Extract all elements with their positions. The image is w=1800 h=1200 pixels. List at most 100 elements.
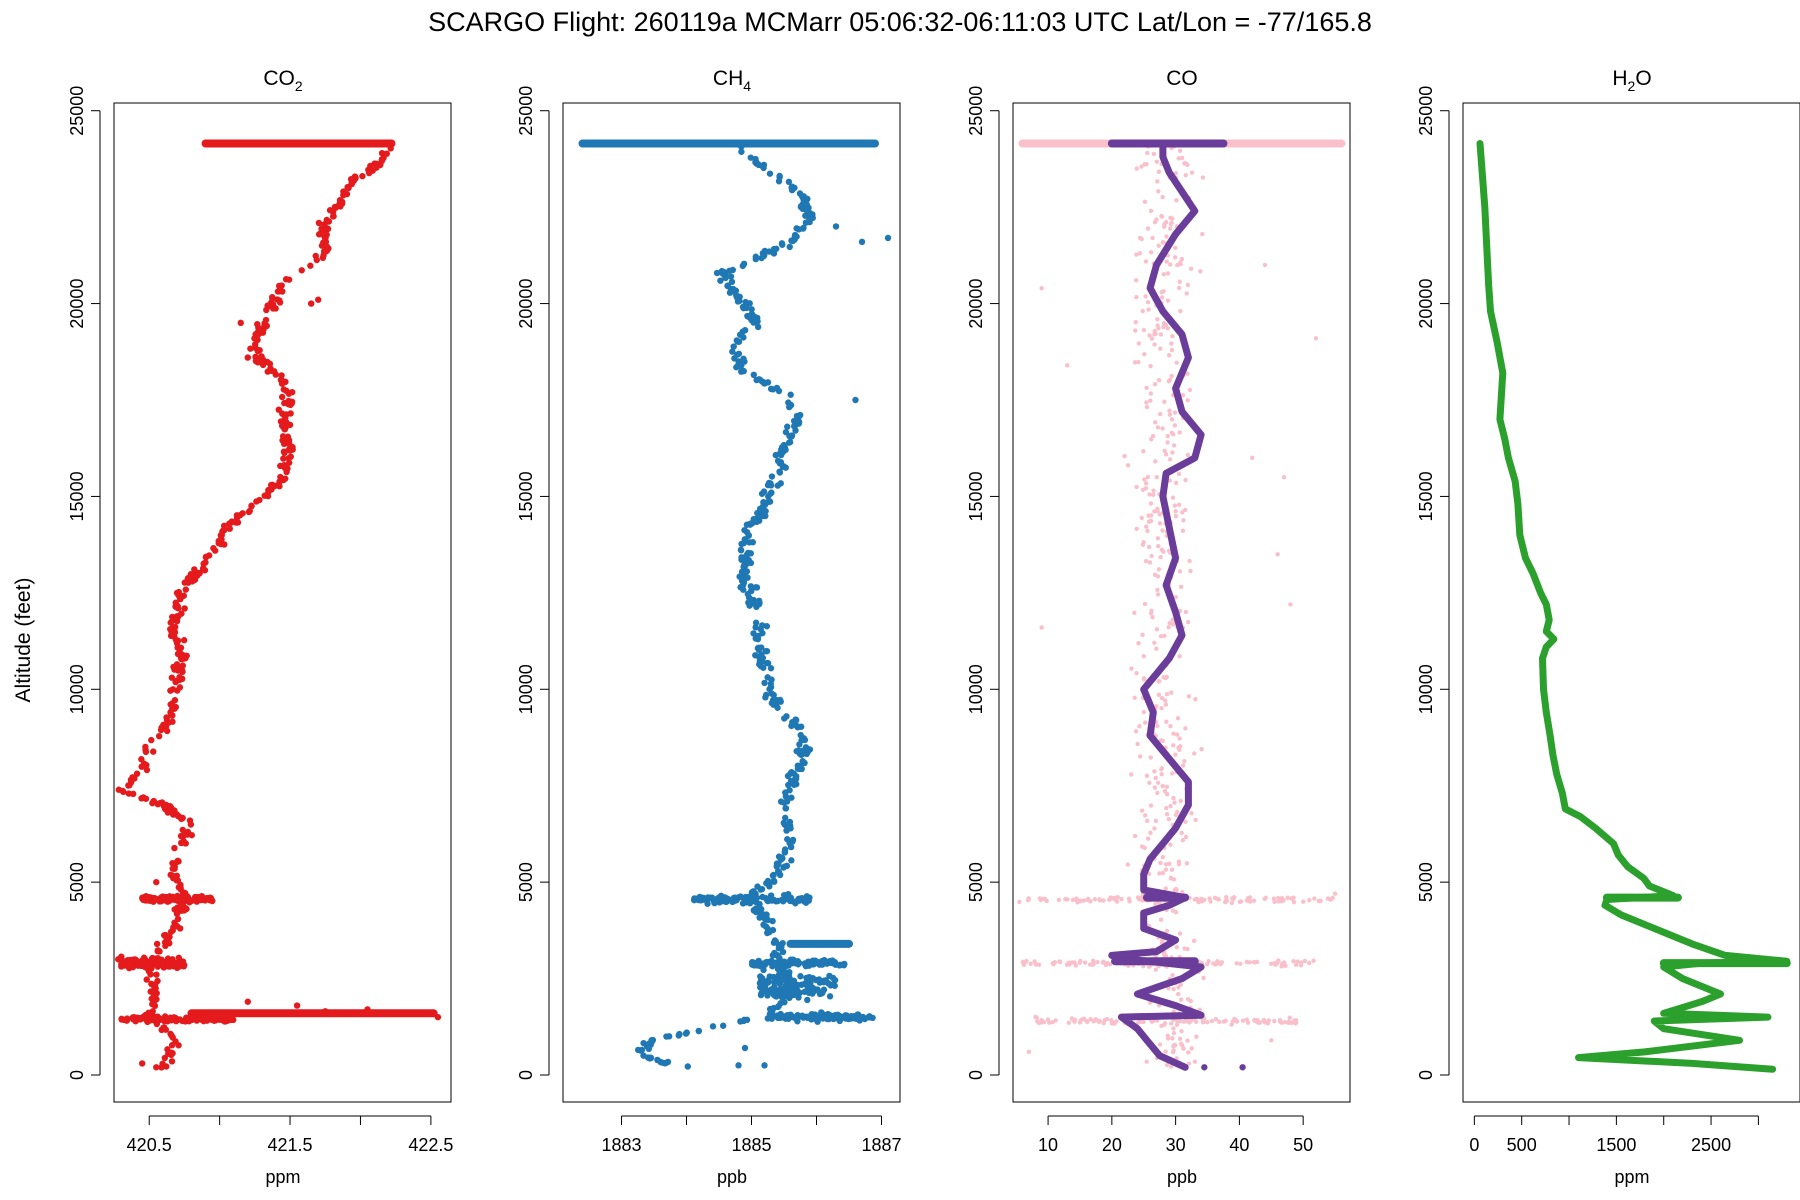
data-point xyxy=(800,224,807,232)
data-point xyxy=(1174,732,1180,737)
data-point xyxy=(254,359,262,366)
data-point xyxy=(735,350,743,357)
data-point xyxy=(1185,619,1191,625)
data-point xyxy=(1150,235,1155,241)
cluster-point xyxy=(1137,896,1142,902)
cluster-point xyxy=(1169,1021,1174,1026)
data-point xyxy=(282,411,289,418)
data-point xyxy=(788,794,795,801)
cluster-point xyxy=(769,961,777,968)
data-point xyxy=(1163,675,1168,681)
cluster-point xyxy=(1036,1020,1041,1026)
data-point xyxy=(1133,278,1139,283)
cluster-point xyxy=(184,1015,192,1023)
x-tick-label: 420.5 xyxy=(127,1135,172,1155)
data-point xyxy=(138,756,145,763)
outlier-point xyxy=(1026,1049,1032,1055)
data-point xyxy=(738,568,746,576)
outlier-point xyxy=(852,396,859,404)
data-point xyxy=(1144,404,1150,410)
data-point xyxy=(1162,224,1167,229)
data-point xyxy=(175,591,182,599)
cluster-point xyxy=(1175,1019,1180,1024)
cluster-point xyxy=(1087,962,1093,967)
data-point xyxy=(365,166,372,174)
data-point xyxy=(148,736,155,744)
data-point xyxy=(167,712,175,719)
data-point xyxy=(1149,336,1155,341)
data-point xyxy=(1178,308,1183,314)
cluster-point xyxy=(1077,960,1083,965)
plot-frame xyxy=(1462,102,1800,1103)
plot-area xyxy=(1017,139,1346,1071)
cluster-point xyxy=(219,1016,226,1024)
cluster-point xyxy=(841,960,848,968)
data-point xyxy=(1159,695,1165,701)
data-point xyxy=(313,256,320,264)
data-point xyxy=(153,971,160,978)
data-point xyxy=(756,661,763,668)
data-point xyxy=(1157,1042,1163,1047)
data-point xyxy=(1182,161,1187,166)
data-point xyxy=(174,915,182,923)
data-point xyxy=(1199,747,1204,752)
data-point xyxy=(767,665,775,672)
data-point xyxy=(1134,252,1139,257)
data-point xyxy=(772,451,779,459)
data-point xyxy=(142,743,149,751)
data-point xyxy=(744,574,751,581)
data-point xyxy=(1185,398,1190,403)
data-point xyxy=(1159,547,1165,553)
data-point xyxy=(1166,816,1172,822)
data-point xyxy=(278,282,285,289)
data-point xyxy=(275,406,282,413)
data-point xyxy=(1165,433,1170,439)
data-point xyxy=(161,805,169,813)
data-point xyxy=(285,276,293,283)
cluster-point xyxy=(1025,898,1031,903)
x-tick-label: 500 xyxy=(1507,1135,1537,1155)
data-point xyxy=(1174,198,1179,203)
data-point xyxy=(271,368,278,375)
data-point xyxy=(1133,729,1139,734)
cluster-point xyxy=(1109,1017,1114,1023)
data-point xyxy=(168,706,176,713)
data-point xyxy=(771,937,779,944)
y-tick-label: 15000 xyxy=(67,471,87,521)
data-point xyxy=(173,858,181,866)
cluster-point xyxy=(1312,896,1317,901)
data-point xyxy=(318,242,326,249)
data-point xyxy=(1170,495,1176,500)
series-co-smoothed xyxy=(1107,139,1246,1071)
data-point xyxy=(684,1063,691,1070)
x-axis-label: ppb xyxy=(717,1167,747,1187)
data-point xyxy=(1187,387,1193,393)
cluster-point xyxy=(188,897,195,904)
data-point xyxy=(740,334,747,341)
cluster-point xyxy=(1215,959,1220,964)
data-point xyxy=(775,868,783,876)
y-tick-label: 10000 xyxy=(1416,664,1436,714)
data-point xyxy=(1165,326,1170,331)
data-point xyxy=(745,532,753,539)
cluster-point xyxy=(197,896,205,904)
cluster-point xyxy=(1036,962,1042,967)
data-point xyxy=(307,262,314,269)
data-point xyxy=(143,976,150,983)
data-point xyxy=(1154,627,1160,632)
panel-4: H2O 0 5000 10000 15000 20000 25000 0 500 1500 2500… xyxy=(1416,67,1800,1187)
data-point xyxy=(1188,568,1193,574)
data-point xyxy=(1152,509,1157,514)
data-point xyxy=(1177,654,1182,659)
data-point xyxy=(1178,584,1184,589)
data-point xyxy=(278,377,285,384)
data-point xyxy=(1148,250,1154,255)
data-point xyxy=(234,519,242,526)
cluster-point xyxy=(1293,1021,1298,1026)
data-point xyxy=(180,832,187,839)
y-tick-label: 20000 xyxy=(1416,279,1436,329)
data-point xyxy=(1173,595,1179,600)
data-point xyxy=(786,243,793,251)
outlier-point xyxy=(1313,336,1319,341)
data-point xyxy=(782,789,789,796)
